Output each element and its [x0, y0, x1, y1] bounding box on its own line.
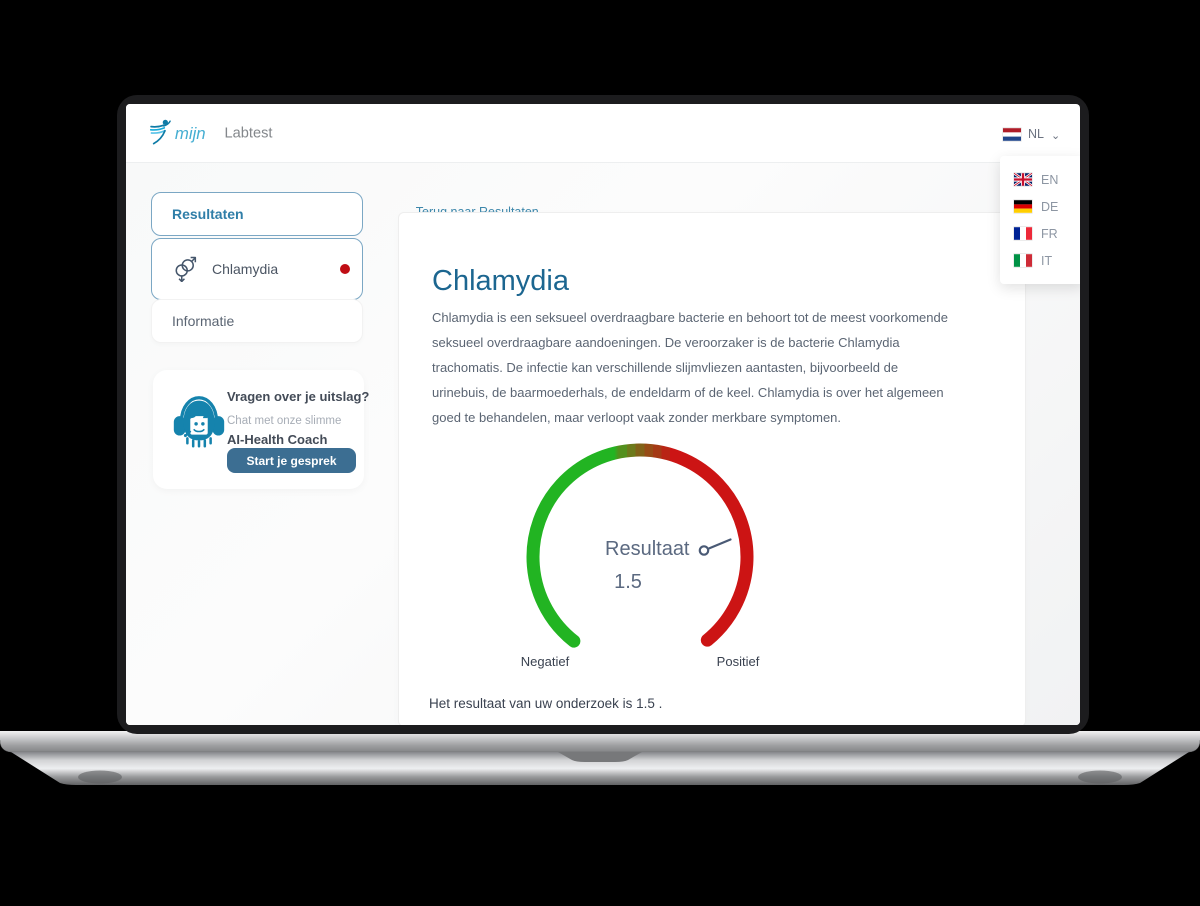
svg-text:Negatief: Negatief [521, 654, 570, 669]
svg-text:Labtest: Labtest [225, 125, 273, 141]
svg-text:1.5: 1.5 [614, 571, 642, 593]
svg-text:Resultaat: Resultaat [605, 538, 690, 560]
svg-text:Positief: Positief [717, 654, 760, 669]
svg-text:mijn: mijn [175, 124, 206, 143]
